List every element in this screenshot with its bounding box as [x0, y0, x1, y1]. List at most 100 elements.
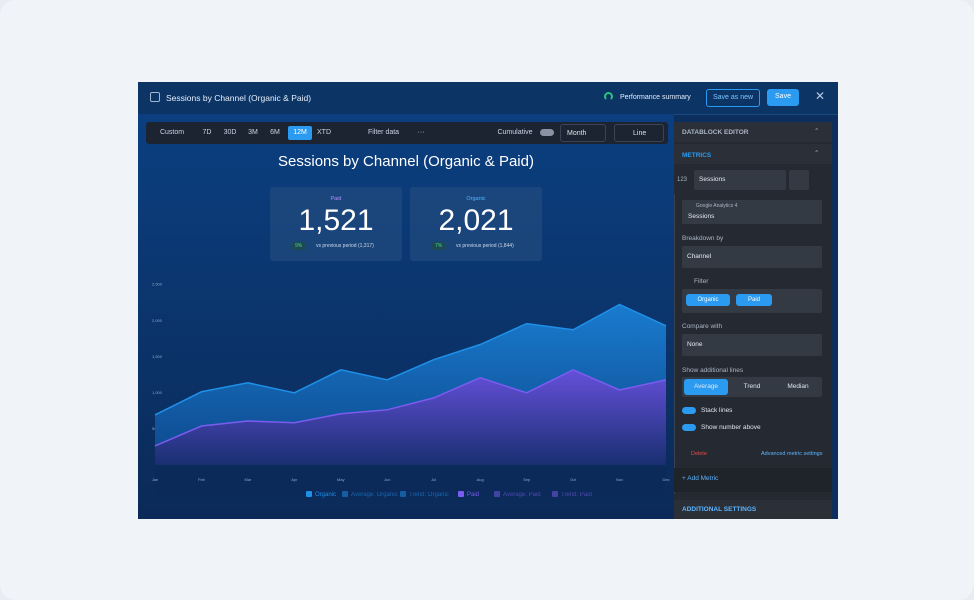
line: [154, 368, 667, 447]
widget-icon: [150, 92, 160, 102]
kpi-change: 7%: [432, 242, 446, 250]
x-tick-label: Aug: [477, 477, 484, 482]
compare[interactable]: None: [682, 334, 822, 356]
interval-select[interactable]: Month: [560, 124, 606, 142]
x-tick-label: Apr: [291, 477, 298, 482]
breakdown[interactable]: Channel: [682, 246, 822, 268]
app-window: Sessions by Channel (Organic & Paid) Per…: [138, 82, 838, 519]
legend-swatch: [306, 491, 312, 497]
metric-color[interactable]: [789, 170, 809, 190]
range-button[interactable]: 12M: [288, 126, 312, 140]
legend-label: Average: Paid: [503, 492, 541, 498]
close[interactable]: ✕: [815, 89, 826, 103]
x-tick-label: Nov: [616, 477, 623, 482]
cumulative-toggle[interactable]: [540, 129, 554, 136]
kpi-value: 2,021: [438, 204, 514, 237]
kpi-label: Paid: [330, 196, 342, 202]
more[interactable]: ···: [417, 129, 425, 136]
kpi-compare: vs previous period (1,844): [456, 243, 514, 249]
stack-label: Stack lines: [701, 407, 733, 414]
legend-label: Trend: Organic: [409, 492, 449, 498]
add-metric[interactable]: + Add Metric: [682, 475, 719, 482]
kpi-value: 1,521: [298, 204, 374, 237]
filter-chip[interactable]: Paid: [736, 294, 772, 306]
number-toggle[interactable]: [682, 424, 696, 431]
y-tick-label: 1,000: [152, 390, 163, 395]
legend-label: Average: Organic: [351, 492, 398, 498]
header-title: Sessions by Channel (Organic & Paid): [166, 93, 312, 103]
filter-label: Filter: [694, 278, 709, 285]
legend-label: Trend: Paid: [561, 492, 592, 498]
compare-label: Compare with: [682, 323, 723, 330]
chart: Sessions by Channel (Organic & Paid) 500…: [138, 114, 674, 519]
x-tick-label: Oct: [570, 477, 577, 482]
x-tick-label: Feb: [198, 477, 206, 482]
range-button[interactable]: Custom: [159, 129, 185, 136]
x-tick-label: Dec: [662, 477, 669, 482]
kpi-compare: vs previous period (1,317): [316, 243, 374, 249]
cumulative-label: Cumulative: [497, 129, 533, 136]
kpi-card: Organic 2,021 7% vs previous period (1,844): [410, 187, 542, 261]
metric-body: [674, 194, 832, 494]
advanced[interactable]: Advanced metric settings: [761, 451, 823, 457]
lines-label: Show additional lines: [682, 367, 744, 374]
range-button[interactable]: XTD: [317, 129, 331, 136]
x-tick-label: Mar: [244, 477, 252, 482]
range-button[interactable]: 7D: [202, 129, 212, 136]
header: Sessions by Channel (Organic & Paid) Per…: [138, 82, 838, 115]
plot-fade: [155, 465, 666, 495]
y-tick-label: 2,000: [152, 318, 163, 323]
kpi-change: 9%: [292, 242, 306, 250]
stack-toggle[interactable]: [682, 407, 696, 414]
section: [674, 468, 832, 492]
metric-icon: 123: [677, 177, 688, 183]
filter-chip[interactable]: Organic: [686, 294, 730, 306]
delete[interactable]: Delete: [691, 451, 707, 457]
lines-option[interactable]: Median: [787, 383, 809, 390]
metric-name[interactable]: Sessions: [694, 170, 786, 190]
number-label: Show number above: [701, 424, 761, 431]
x-tick-label: Sep: [523, 477, 531, 482]
range-button[interactable]: 30D: [223, 129, 237, 136]
x-tick-label: Jun: [384, 477, 390, 482]
source-metric: Sessions: [688, 213, 715, 220]
line: [154, 303, 667, 416]
source-box: [682, 200, 822, 224]
range-button[interactable]: 6M: [270, 129, 280, 136]
lines-option[interactable]: Trend: [743, 383, 761, 390]
legend-label: Paid: [467, 492, 479, 498]
range-button[interactable]: 3M: [248, 129, 258, 136]
x-tick-label: Jan: [152, 477, 158, 482]
kpi-card: Paid 1,521 9% vs previous period (1,317): [270, 187, 402, 261]
y-tick-label: 1,500: [152, 354, 163, 359]
legend-swatch: [342, 491, 348, 497]
save[interactable]: Save: [767, 89, 799, 106]
toolbar: Custom 7D 30D 3M 6M 12M XTD Filter data ··· Cumul…: [146, 122, 668, 144]
chevron[interactable]: ⌃: [814, 150, 820, 157]
legend-label: Organic: [315, 492, 336, 498]
section: [674, 144, 832, 164]
chart-type-select[interactable]: Line: [614, 124, 664, 142]
legend-swatch: [400, 491, 406, 497]
additional-settings[interactable]: ADDITIONAL SETTINGS: [682, 506, 757, 513]
y-tick-label: 2,500: [152, 282, 163, 287]
breakdown-label: Breakdown by: [682, 235, 724, 242]
editor-panel: DATABLOCK EDITOR ⌃ METRICS ⌃ 123 Sessions Goog…: [674, 122, 832, 519]
section: [674, 122, 832, 142]
area: [155, 369, 666, 465]
section: [674, 500, 832, 519]
perf-icon: [604, 92, 613, 101]
editor-title: DATABLOCK EDITOR: [682, 129, 749, 136]
save-as-new[interactable]: Save as new: [706, 89, 760, 107]
metrics-header: METRICS: [682, 152, 712, 159]
performance-summary[interactable]: Performance summary: [620, 94, 691, 101]
lines-option[interactable]: Average: [684, 379, 728, 395]
legend-swatch: [552, 491, 558, 497]
chevron[interactable]: ⌃: [814, 128, 820, 135]
x-tick-label: May: [337, 477, 345, 482]
legend-swatch: [494, 491, 500, 497]
area: [155, 304, 666, 446]
x-tick-label: Jul: [431, 477, 436, 482]
filter-data[interactable]: Filter data: [367, 129, 400, 136]
